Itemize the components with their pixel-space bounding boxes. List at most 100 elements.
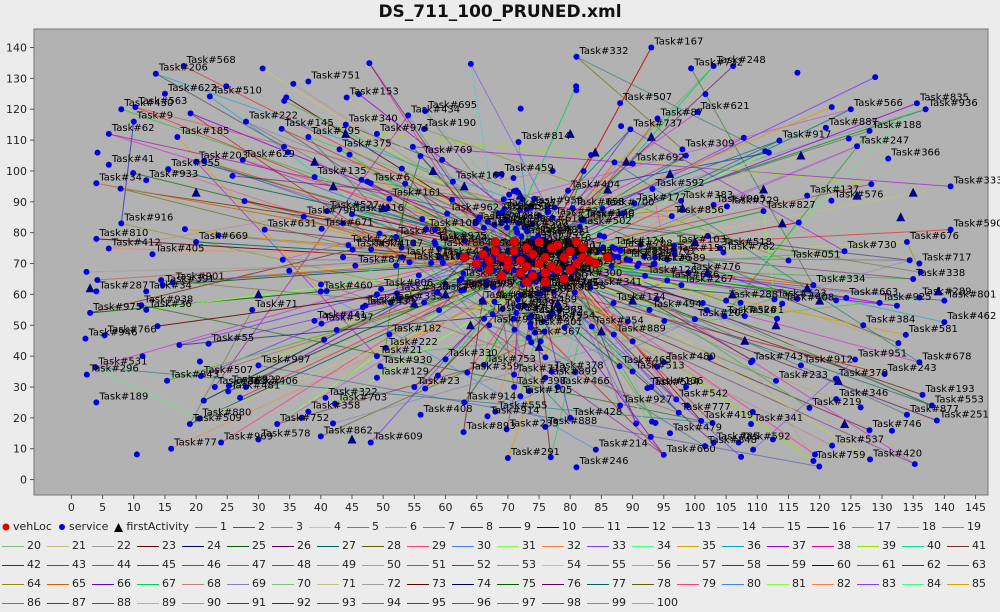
x-tick-label: 75 <box>532 501 546 514</box>
service-point <box>648 434 654 440</box>
service-label: Task#354 <box>594 316 644 327</box>
service-label: Task#925 <box>882 292 932 303</box>
service-label: Task#412 <box>111 238 161 249</box>
service-point <box>118 186 124 192</box>
service-label: Task#622 <box>167 83 217 94</box>
vehicle-location-point <box>566 265 575 274</box>
legend-label: 61 <box>882 558 896 571</box>
service-point <box>410 144 416 150</box>
first-activity-legend-icon <box>114 523 123 532</box>
service-label: Task#222 <box>388 337 438 348</box>
y-tick-label: 120 <box>6 103 27 116</box>
service-label: Task#676 <box>909 231 959 242</box>
vehloc-legend-icon <box>2 523 10 531</box>
legend-item-route: 38 <box>812 536 851 555</box>
route-legend-line <box>677 565 699 566</box>
legend-label: 35 <box>702 539 716 552</box>
legend-label: 52 <box>477 558 491 571</box>
legend-item-route: 57 <box>677 555 716 574</box>
service-label: Task#669 <box>198 231 248 242</box>
route-legend-line <box>582 527 604 528</box>
service-label: Task#835 <box>919 92 969 103</box>
service-label: Task#408 <box>423 404 473 415</box>
legend-label: 3 <box>296 520 303 533</box>
route-legend-line <box>407 546 429 547</box>
service-point <box>597 232 603 238</box>
legend-label: 11 <box>607 520 621 533</box>
route-legend-line <box>92 546 114 547</box>
legend-item-route: 70 <box>272 574 311 593</box>
service-label: Task#340 <box>348 114 398 125</box>
service-label: Task#746 <box>872 419 922 430</box>
legend-item-route: 95 <box>407 593 446 612</box>
legend-item-route: 47 <box>227 555 266 574</box>
service-label: Task#877 <box>357 255 407 266</box>
y-tick-label: 70 <box>13 258 27 271</box>
service-label: Task#914 <box>490 405 540 416</box>
legend-label: 9 <box>524 520 531 533</box>
service-label: Task#752 <box>279 413 329 424</box>
route-legend-line <box>227 546 249 547</box>
service-label: Task#678 <box>921 351 971 362</box>
legend-label: 32 <box>567 539 581 552</box>
service-label: Task#185 <box>179 126 229 137</box>
service-label: Task#34 <box>98 172 142 183</box>
legend-item-route: 39 <box>857 536 896 555</box>
route-legend-line <box>47 546 69 547</box>
legend-item-route: 92 <box>272 593 311 612</box>
service-point <box>766 150 772 156</box>
service-label: Task#367 <box>531 327 581 338</box>
legend-item-route: 5 <box>347 517 379 536</box>
service-point <box>182 226 188 232</box>
service-label: Task#479 <box>672 422 722 433</box>
legend-label: 53 <box>522 558 536 571</box>
legend-item-route: 1 <box>195 517 227 536</box>
route-legend-line <box>767 546 789 547</box>
service-label: Task#753 <box>486 354 536 365</box>
service-point <box>242 198 248 204</box>
legend-label: vehLoc <box>13 520 52 533</box>
service-point <box>419 216 425 222</box>
legend-label: 54 <box>567 558 581 571</box>
legend-item-route: 98 <box>542 593 581 612</box>
service-label: Task#193 <box>925 384 975 395</box>
service-label: Task#105 <box>522 385 572 396</box>
legend-label: 7 <box>448 520 455 533</box>
legend-item-route: 42 <box>2 555 41 574</box>
legend-item-route: 19 <box>942 517 981 536</box>
service-label: Task#912 <box>803 354 853 365</box>
service-label: Task#287 <box>98 280 148 291</box>
legend-item-route: 28 <box>362 536 401 555</box>
vehicle-location-point <box>572 237 581 246</box>
service-point <box>347 152 353 158</box>
route-legend-line <box>452 603 474 604</box>
legend-item-route: 60 <box>812 555 851 574</box>
service-label: Task#391 <box>165 274 215 285</box>
legend-label: 44 <box>117 558 131 571</box>
vehicle-location-point <box>491 237 500 246</box>
legend-label: 17 <box>877 520 891 533</box>
legend-item-route: 8 <box>461 517 493 536</box>
route-legend-line <box>812 565 834 566</box>
y-tick-label: 30 <box>13 381 27 394</box>
legend-item-route: 79 <box>677 574 716 593</box>
legend-label: 73 <box>432 577 446 590</box>
service-label: Task#790 <box>306 206 356 217</box>
legend-item-route: 36 <box>722 536 761 555</box>
route-legend-line <box>317 546 339 547</box>
route-legend-line <box>902 584 924 585</box>
legend-label: 75 <box>522 577 536 590</box>
service-label: Task#161 <box>391 188 441 199</box>
legend-label: 22 <box>117 539 131 552</box>
route-legend-line <box>182 546 204 547</box>
service-label: Task#872 <box>439 282 489 293</box>
service-label: Task#188 <box>872 120 922 131</box>
legend-item-route: 72 <box>362 574 401 593</box>
service-label: Task#77 <box>173 438 217 449</box>
vehicle-location-point <box>460 253 469 262</box>
legend-item-route: 27 <box>317 536 356 555</box>
legend-label: 16 <box>832 520 846 533</box>
service-point <box>796 219 802 225</box>
service-label: Task#880 <box>201 408 251 419</box>
route-legend-line <box>947 546 969 547</box>
